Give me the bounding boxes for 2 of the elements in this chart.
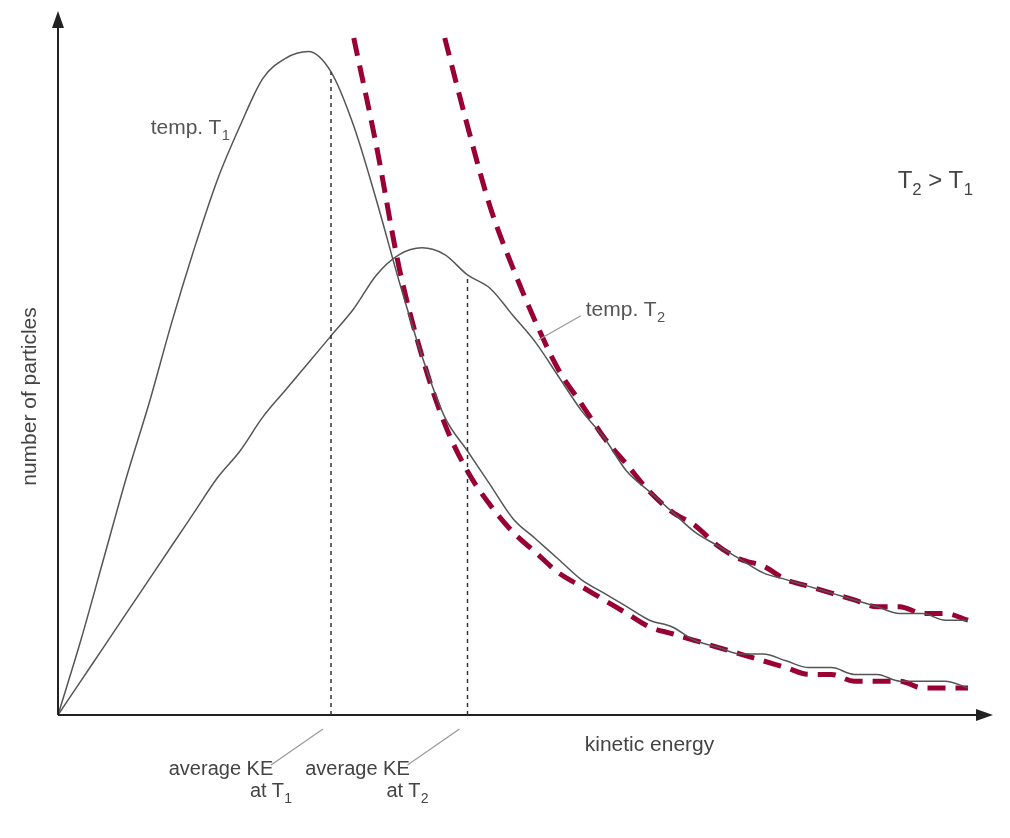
y-axis-title: number of particles: [17, 307, 40, 486]
x-axis-title: kinetic energy: [584, 732, 715, 755]
